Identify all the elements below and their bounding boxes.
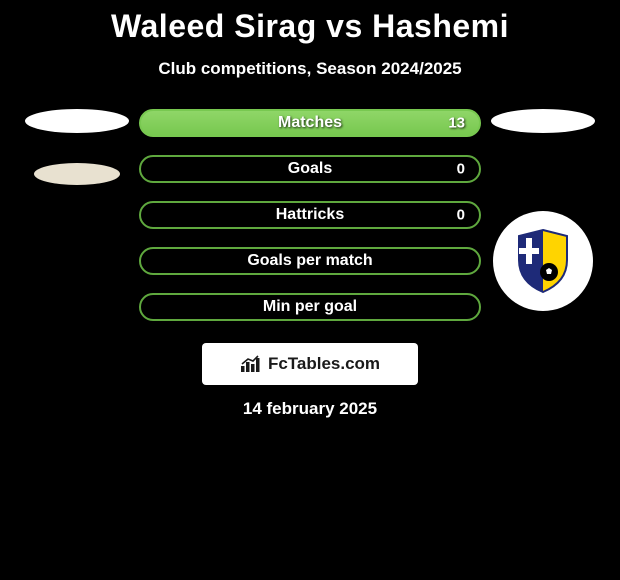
player-badge-placeholder: [25, 109, 129, 133]
page-subtitle: Club competitions, Season 2024/2025: [0, 59, 620, 79]
right-player-col: [491, 109, 595, 311]
left-player-col: [25, 109, 129, 185]
date-label: 14 february 2025: [0, 399, 620, 419]
stat-label: Matches: [278, 114, 342, 132]
page-title: Waleed Sirag vs Hashemi: [0, 8, 620, 45]
player-photo-placeholder: [34, 163, 120, 185]
stat-bar-goals-per-match: Goals per match: [139, 247, 481, 275]
main-container: Waleed Sirag vs Hashemi Club competition…: [0, 0, 620, 419]
content-row: Matches 13 Goals 0 Hattricks 0 Goals per…: [0, 109, 620, 321]
stat-bar-matches: Matches 13: [139, 109, 481, 137]
branding-text: FcTables.com: [268, 354, 380, 374]
stat-bar-hattricks: Hattricks 0: [139, 201, 481, 229]
club-logo: [493, 211, 593, 311]
stat-label: Hattricks: [276, 206, 344, 224]
stat-label: Goals: [288, 160, 332, 178]
stats-column: Matches 13 Goals 0 Hattricks 0 Goals per…: [139, 109, 481, 321]
stat-label: Goals per match: [247, 252, 372, 270]
stat-value: 0: [457, 161, 465, 178]
stat-value: 13: [448, 115, 465, 132]
stat-bar-goals: Goals 0: [139, 155, 481, 183]
stat-value: 0: [457, 207, 465, 224]
player-badge-placeholder: [491, 109, 595, 133]
stat-bar-min-per-goal: Min per goal: [139, 293, 481, 321]
chart-icon: [240, 355, 262, 373]
stat-label: Min per goal: [263, 298, 357, 316]
shield-icon: [515, 228, 571, 294]
branding-badge[interactable]: FcTables.com: [202, 343, 418, 385]
